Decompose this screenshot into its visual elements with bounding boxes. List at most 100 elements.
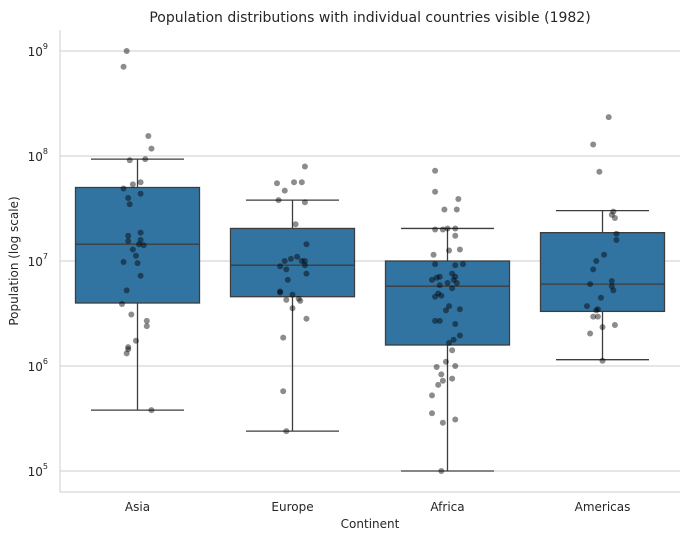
country-point <box>613 237 620 243</box>
country-point <box>453 206 460 213</box>
y-tick-exponent: 8 <box>43 147 48 156</box>
country-point <box>610 208 617 215</box>
country-point <box>446 303 453 310</box>
country-point <box>287 255 294 262</box>
y-tick-exponent: 7 <box>43 252 48 261</box>
country-point <box>439 419 446 426</box>
y-tick-label: 109 <box>28 42 48 59</box>
country-point <box>450 336 457 343</box>
country-point <box>436 273 443 280</box>
country-point <box>433 274 440 281</box>
country-point <box>123 287 130 294</box>
country-point <box>449 270 456 277</box>
country-point <box>301 199 308 206</box>
country-point <box>438 292 445 299</box>
x-tick-label: Africa <box>430 500 464 514</box>
chart-title: Population distributions with individual… <box>149 10 590 26</box>
country-point <box>429 276 435 283</box>
box-europe <box>229 199 356 432</box>
country-point <box>119 301 125 308</box>
country-point <box>134 260 141 267</box>
country-point <box>452 225 459 232</box>
country-point <box>455 196 462 203</box>
country-point <box>136 241 143 248</box>
boxes <box>74 158 666 472</box>
country-point <box>277 288 284 295</box>
country-point <box>125 195 132 201</box>
country-point <box>439 377 446 384</box>
country-point <box>435 290 442 297</box>
country-point <box>608 211 615 218</box>
country-point <box>594 313 601 320</box>
country-point <box>303 241 310 248</box>
country-point <box>432 188 439 195</box>
country-point <box>120 259 127 266</box>
country-point <box>446 339 453 346</box>
country-point <box>274 180 280 187</box>
country-point <box>132 252 139 259</box>
country-point <box>303 270 310 277</box>
x-tick-label: Asia <box>125 500 150 514</box>
country-point <box>433 364 440 371</box>
country-point <box>430 251 437 258</box>
box-americas <box>539 209 666 361</box>
country-point <box>129 181 136 188</box>
country-point <box>284 276 291 283</box>
y-tick-base: 10 <box>28 255 43 269</box>
box-africa <box>384 227 511 472</box>
country-point <box>143 323 150 330</box>
country-point <box>132 337 139 344</box>
country-point <box>283 428 290 435</box>
country-point <box>281 258 288 264</box>
country-point <box>450 276 457 283</box>
country-point <box>611 322 618 329</box>
country-point <box>452 416 459 423</box>
country-point <box>137 237 144 243</box>
y-tick-label: 105 <box>28 462 48 479</box>
country-point <box>429 410 435 417</box>
x-tick-label: Europe <box>271 500 313 514</box>
y-tick-label: 106 <box>28 357 48 374</box>
x-tick-labels: Asia Europe Africa Americas <box>125 500 630 514</box>
country-point <box>281 187 288 194</box>
country-point <box>143 317 150 324</box>
country-point <box>446 247 453 254</box>
country-point <box>432 293 439 300</box>
country-point <box>289 305 296 312</box>
country-point <box>605 114 612 121</box>
country-point <box>442 307 449 314</box>
country-point <box>298 179 305 186</box>
country-point <box>126 157 133 164</box>
country-point <box>291 179 298 186</box>
y-tick-exponent: 5 <box>43 462 48 471</box>
box-asia <box>74 158 201 411</box>
country-point <box>460 261 466 268</box>
country-point <box>601 251 608 258</box>
country-point <box>126 201 133 208</box>
country-point <box>280 388 287 395</box>
country-point <box>140 242 147 249</box>
country-point <box>432 261 439 268</box>
country-point <box>301 262 308 269</box>
y-tick-label: 108 <box>28 147 48 164</box>
country-point <box>584 303 590 310</box>
country-point <box>429 392 435 399</box>
country-point <box>283 296 290 303</box>
country-point <box>295 295 302 302</box>
country-point <box>277 263 284 270</box>
country-point <box>128 311 135 318</box>
country-point <box>596 168 603 175</box>
country-point <box>297 297 304 304</box>
country-point <box>608 283 615 290</box>
country-point <box>456 332 463 339</box>
country-point <box>137 190 144 197</box>
country-point <box>610 287 617 294</box>
country-point <box>432 317 439 324</box>
country-point <box>452 232 459 239</box>
country-point <box>438 468 445 474</box>
country-point <box>442 358 449 365</box>
country-point <box>125 346 132 353</box>
country-point <box>608 277 615 284</box>
iqr-box <box>539 231 666 313</box>
